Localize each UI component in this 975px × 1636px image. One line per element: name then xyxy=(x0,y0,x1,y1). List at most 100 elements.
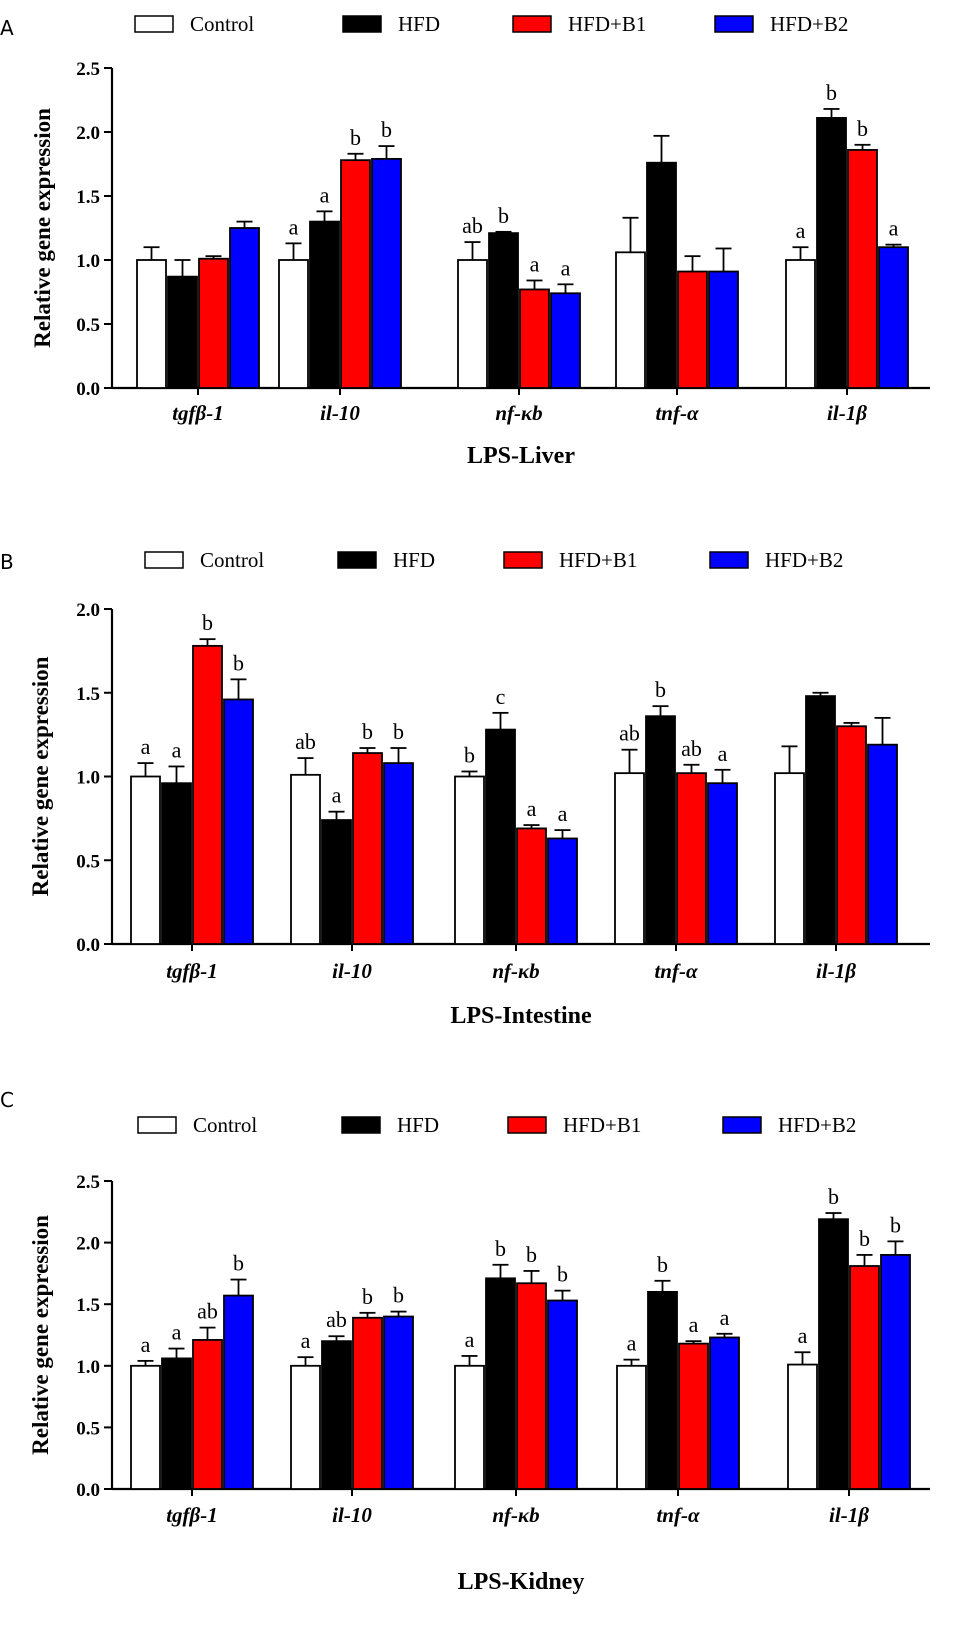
y-tick-label: 2.0 xyxy=(76,123,100,144)
bar-hfd-tnf xyxy=(645,715,676,945)
significance-label: b xyxy=(464,742,475,767)
legend-swatch-hfd-b2 xyxy=(709,551,749,569)
legend-label-control: Control xyxy=(200,548,264,572)
x-tick-label-tgf-1: tgfβ-1 xyxy=(166,1503,218,1527)
bar-control-nf-b xyxy=(454,1364,485,1490)
x-tick-label-tgf-1: tgfβ-1 xyxy=(166,959,218,983)
bar-hfd-b2-il-1 xyxy=(878,246,909,389)
significance-label: b xyxy=(657,1252,668,1277)
legend-swatch-hfd-b2 xyxy=(722,1116,762,1134)
legend-swatch-control xyxy=(144,551,184,569)
bar-hfd-b2-tnf xyxy=(707,782,738,945)
legend-label-control: Control xyxy=(193,1113,257,1137)
significance-label: ab xyxy=(197,1299,218,1324)
bar-hfd-b1-tnf xyxy=(676,772,707,945)
x-tick-label-nf-b: nf-κb xyxy=(495,401,542,425)
significance-label: a xyxy=(301,1328,311,1353)
bar-control-il-1 xyxy=(774,772,805,945)
bar-hfd-il-1 xyxy=(818,1218,849,1490)
y-axis-title: Relative gene expression xyxy=(30,108,55,348)
bar-control-il-10 xyxy=(290,773,321,945)
significance-label: b xyxy=(859,1226,870,1251)
x-tick-label-tnf: tnf-α xyxy=(654,959,698,983)
bar-control-tgf-1 xyxy=(136,259,167,389)
significance-label: a xyxy=(172,737,182,762)
legend-swatch-hfd xyxy=(341,1116,381,1134)
panel-label: A xyxy=(0,16,14,40)
significance-label: ab xyxy=(619,721,640,746)
bar-hfd-b1-nf-b xyxy=(519,288,550,389)
significance-label: a xyxy=(172,1320,182,1345)
bar-hfd-b2-tgf-1 xyxy=(223,1294,254,1490)
bar-control-nf-b xyxy=(457,259,488,389)
significance-label: a xyxy=(889,216,899,241)
panel-label: B xyxy=(0,550,14,574)
bar-hfd-b1-il-1 xyxy=(847,149,878,389)
significance-label: b xyxy=(498,203,509,228)
bar-hfd-b1-il-1 xyxy=(849,1265,880,1490)
significance-label: b xyxy=(233,1251,244,1276)
y-tick-label: 0.0 xyxy=(76,935,100,956)
y-tick-label: 2.5 xyxy=(76,1172,100,1193)
bar-hfd-b1-tgf-1 xyxy=(192,644,223,945)
significance-label: b xyxy=(526,1242,537,1267)
y-axis-title: Relative gene expression xyxy=(28,656,53,896)
bar-control-il-1 xyxy=(787,1363,818,1490)
significance-label: a xyxy=(720,1305,730,1330)
legend-label-hfd: HFD xyxy=(398,12,440,36)
bar-control-il-10 xyxy=(290,1364,321,1490)
y-tick-label: 2.0 xyxy=(76,1234,100,1255)
bar-hfd-il-10 xyxy=(309,220,340,389)
significance-label: a xyxy=(561,255,571,280)
y-tick-label: 1.5 xyxy=(76,187,100,208)
y-tick-label: 0.5 xyxy=(76,1418,100,1439)
panel-label: C xyxy=(0,1088,14,1112)
legend-swatch-hfd xyxy=(337,551,377,569)
bar-hfd-b1-nf-b xyxy=(516,827,547,945)
bar-hfd-b1-tgf-1 xyxy=(198,257,229,389)
bar-control-tgf-1 xyxy=(130,775,161,945)
significance-label: b xyxy=(362,1284,373,1309)
y-tick-label: 1.5 xyxy=(76,1295,100,1316)
significance-label: ab xyxy=(295,729,316,754)
significance-label: b xyxy=(350,125,361,150)
significance-label: b xyxy=(890,1212,901,1237)
significance-label: a xyxy=(332,783,342,808)
significance-label: b xyxy=(393,719,404,744)
bar-control-il-1 xyxy=(785,259,816,389)
bar-hfd-b2-tgf-1 xyxy=(223,698,254,945)
significance-label: b xyxy=(495,1236,506,1261)
y-tick-label: 2.0 xyxy=(76,600,100,621)
x-tick-label-il-1: il-1β xyxy=(829,1503,869,1527)
y-tick-label: 1.5 xyxy=(76,684,100,705)
significance-label: b xyxy=(393,1283,404,1308)
legend-label-hfd: HFD xyxy=(397,1113,439,1137)
significance-label: b xyxy=(828,1184,839,1209)
significance-label: ab xyxy=(326,1307,347,1332)
bar-hfd-b2-tgf-1 xyxy=(229,227,260,389)
bar-hfd-b2-il-10 xyxy=(383,1315,414,1490)
significance-label: b xyxy=(655,677,666,702)
x-tick-label-il-10: il-10 xyxy=(320,401,360,425)
y-tick-label: 0.0 xyxy=(76,379,100,400)
significance-label: a xyxy=(689,1312,699,1337)
bar-control-tnf xyxy=(615,251,646,389)
bar-hfd-b1-tgf-1 xyxy=(192,1339,223,1490)
legend-label-hfd-b2: HFD+B2 xyxy=(770,12,848,36)
legend-label-hfd: HFD xyxy=(393,548,435,572)
x-tick-label-tgf-1: tgfβ-1 xyxy=(172,401,224,425)
bar-control-tgf-1 xyxy=(130,1364,161,1490)
x-tick-label-il-10: il-10 xyxy=(332,1503,372,1527)
legend-label-hfd-b1: HFD+B1 xyxy=(568,12,646,36)
bar-control-tnf xyxy=(614,772,645,945)
legend-swatch-hfd xyxy=(342,15,382,33)
legend-label-hfd-b2: HFD+B2 xyxy=(765,548,843,572)
significance-label: a xyxy=(141,734,151,759)
bar-hfd-tnf xyxy=(647,1290,678,1490)
legend-swatch-control xyxy=(134,15,174,33)
significance-label: a xyxy=(527,796,537,821)
bar-hfd-b1-tnf xyxy=(678,1342,709,1490)
legend-swatch-hfd-b1 xyxy=(507,1116,547,1134)
bar-hfd-b1-il-1 xyxy=(836,725,867,945)
